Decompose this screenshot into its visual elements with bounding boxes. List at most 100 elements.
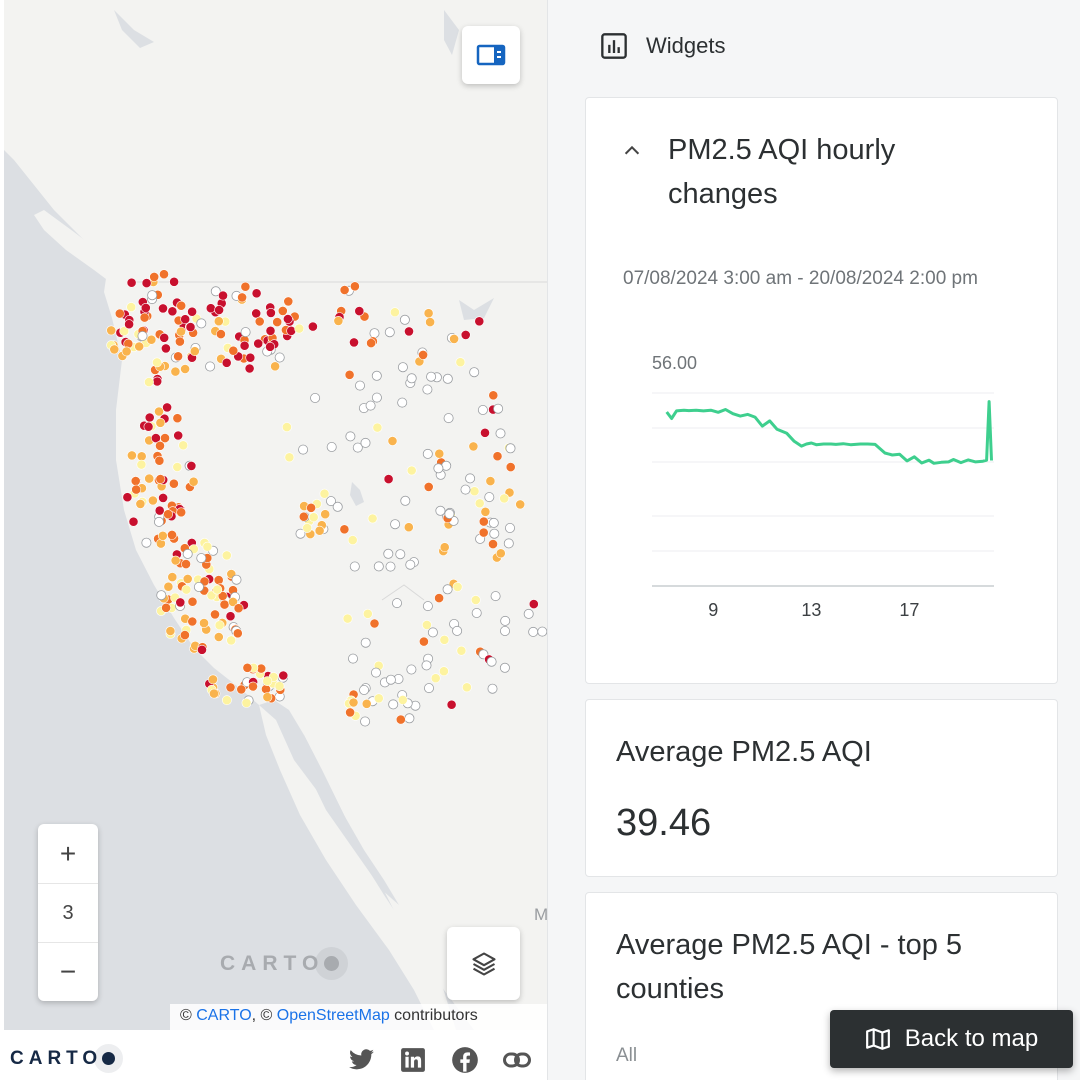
station-point[interactable] [359, 685, 370, 696]
station-point[interactable] [114, 308, 125, 319]
station-point[interactable] [149, 271, 160, 282]
station-point[interactable] [362, 608, 373, 619]
station-point[interactable] [468, 441, 479, 452]
station-point[interactable] [369, 328, 380, 339]
station-point[interactable] [421, 660, 432, 671]
panel-toggle-button[interactable] [462, 26, 520, 84]
station-point[interactable] [493, 403, 504, 414]
station-point[interactable] [471, 608, 482, 619]
station-point[interactable] [218, 290, 228, 301]
carto-logo[interactable]: CARTO [10, 1048, 116, 1070]
station-point[interactable] [404, 713, 415, 724]
station-point[interactable] [205, 361, 216, 372]
station-point[interactable] [469, 367, 480, 378]
station-point[interactable] [345, 431, 356, 442]
station-point[interactable] [180, 314, 191, 325]
station-point[interactable] [400, 495, 411, 506]
station-point[interactable] [333, 315, 344, 326]
station-point[interactable] [173, 351, 183, 362]
station-point[interactable] [159, 269, 169, 280]
station-point[interactable] [344, 369, 355, 380]
station-point[interactable] [174, 336, 185, 347]
station-point[interactable] [320, 509, 331, 520]
station-point[interactable] [418, 349, 428, 360]
station-point[interactable] [226, 635, 237, 646]
station-point[interactable] [182, 574, 193, 584]
station-point[interactable] [397, 362, 408, 373]
station-point[interactable] [488, 390, 499, 401]
station-point[interactable] [163, 581, 174, 592]
station-point[interactable] [489, 528, 500, 539]
station-point[interactable] [214, 305, 224, 315]
station-point[interactable] [384, 327, 395, 338]
station-point[interactable] [253, 338, 264, 349]
station-point[interactable] [361, 698, 372, 709]
station-point[interactable] [435, 505, 446, 516]
station-point[interactable] [274, 352, 285, 363]
station-point[interactable] [302, 523, 313, 533]
facebook-icon[interactable] [451, 1046, 479, 1074]
station-point[interactable] [388, 699, 399, 710]
station-point[interactable] [155, 440, 165, 451]
station-point[interactable] [423, 683, 434, 694]
station-point[interactable] [254, 316, 265, 327]
station-point[interactable] [214, 620, 225, 631]
station-point[interactable] [167, 306, 178, 317]
station-point[interactable] [181, 559, 191, 569]
station-point[interactable] [387, 436, 398, 446]
station-point[interactable] [239, 340, 250, 351]
station-point[interactable] [294, 323, 305, 334]
station-point[interactable] [185, 322, 196, 332]
station-point[interactable] [397, 695, 408, 705]
station-point[interactable] [124, 319, 134, 330]
station-point[interactable] [144, 412, 155, 423]
osm-link[interactable]: OpenStreetMap [276, 1007, 390, 1024]
station-point[interactable] [197, 644, 207, 655]
station-point[interactable] [210, 609, 220, 620]
station-point[interactable] [236, 684, 247, 695]
station-point[interactable] [136, 459, 147, 470]
station-point[interactable] [391, 598, 402, 609]
station-point[interactable] [172, 462, 183, 472]
station-point[interactable] [143, 421, 154, 432]
station-point[interactable] [485, 476, 496, 486]
station-point[interactable] [240, 327, 251, 338]
station-point[interactable] [136, 451, 147, 462]
station-point[interactable] [141, 278, 152, 288]
station-point[interactable] [244, 363, 255, 374]
station-point[interactable] [478, 527, 489, 538]
station-point[interactable] [140, 302, 151, 313]
station-point[interactable] [212, 584, 223, 595]
station-point[interactable] [427, 627, 438, 638]
station-point[interactable] [395, 549, 406, 560]
station-point[interactable] [523, 608, 534, 619]
station-point[interactable] [372, 422, 383, 433]
station-point[interactable] [144, 473, 155, 484]
station-point[interactable] [389, 307, 400, 318]
station-point[interactable] [196, 318, 207, 329]
station-point[interactable] [314, 525, 325, 536]
carto-link[interactable]: CARTO [196, 1007, 252, 1024]
station-point[interactable] [158, 492, 168, 503]
station-point[interactable] [371, 370, 382, 381]
station-point[interactable] [160, 433, 170, 443]
station-point[interactable] [154, 455, 165, 466]
station-point[interactable] [505, 462, 516, 472]
station-point[interactable] [406, 664, 417, 675]
station-point[interactable] [354, 306, 365, 316]
station-point[interactable] [199, 618, 209, 628]
station-point[interactable] [385, 674, 396, 685]
station-point[interactable] [371, 392, 382, 403]
station-point[interactable] [175, 597, 186, 608]
station-point[interactable] [490, 591, 501, 602]
station-point[interactable] [155, 417, 166, 428]
station-point[interactable] [349, 561, 360, 572]
station-point[interactable] [461, 682, 472, 693]
station-point[interactable] [215, 329, 226, 339]
station-point[interactable] [179, 630, 190, 640]
station-point[interactable] [126, 302, 137, 312]
station-point[interactable] [492, 451, 503, 462]
station-point[interactable] [406, 465, 417, 476]
station-point[interactable] [282, 314, 293, 324]
station-point[interactable] [469, 486, 480, 497]
